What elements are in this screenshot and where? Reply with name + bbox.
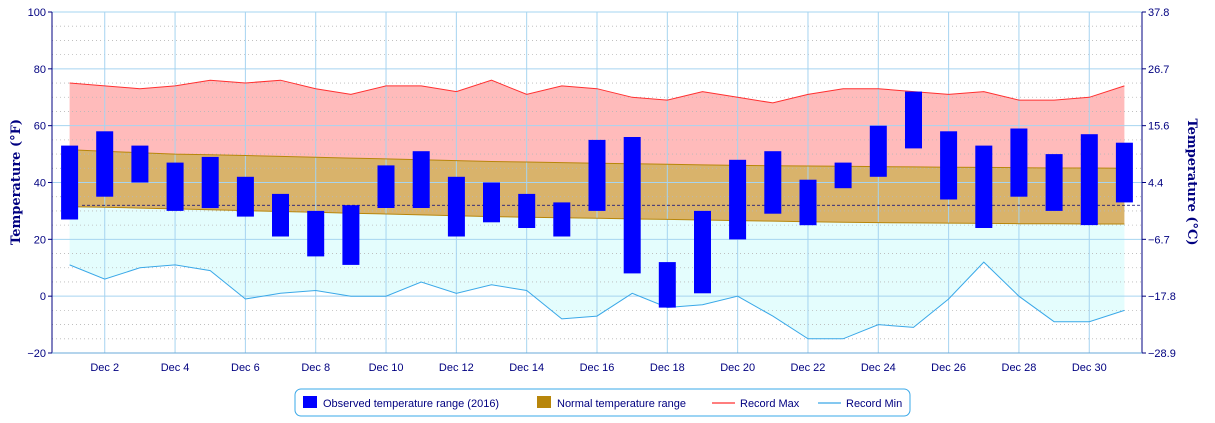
observed-bar bbox=[61, 145, 79, 220]
y-axis-title-right: Temperature (°C) bbox=[1184, 118, 1199, 245]
x-tick-label: Dec 14 bbox=[509, 362, 544, 374]
x-tick-label: Dec 16 bbox=[580, 362, 615, 374]
observed-bar bbox=[1115, 142, 1133, 203]
observed-bar bbox=[729, 159, 747, 240]
y-tick-label-left: 20 bbox=[34, 234, 46, 246]
observed-bar bbox=[377, 165, 395, 208]
observed-bar bbox=[1010, 128, 1028, 197]
observed-bar bbox=[588, 139, 606, 211]
observed-bar bbox=[201, 156, 219, 209]
observed-bar bbox=[447, 176, 465, 237]
observed-bar bbox=[131, 145, 149, 183]
observed-bars bbox=[61, 91, 1133, 308]
legend-swatch-normal bbox=[537, 396, 551, 408]
observed-bar bbox=[905, 91, 922, 149]
observed-bar bbox=[236, 176, 254, 217]
axes bbox=[48, 11, 1146, 354]
observed-bar bbox=[518, 193, 536, 228]
y-tick-label-left: 40 bbox=[34, 178, 46, 190]
legend-box bbox=[294, 388, 911, 417]
observed-bar bbox=[764, 151, 782, 214]
y-tick-label-left: 60 bbox=[34, 121, 46, 133]
x-tick-label: Dec 20 bbox=[720, 362, 755, 374]
observed-bar bbox=[869, 125, 887, 177]
x-tick-labels: Dec 2 Dec 4 Dec 6 Dec 8 Dec 10 Dec 12 Dec 14 De… bbox=[90, 362, 1106, 374]
observed-bar bbox=[307, 210, 325, 257]
y-tick-label-left: 80 bbox=[34, 64, 46, 76]
record-max-line bbox=[69, 79, 1125, 104]
x-tick-label: Dec 12 bbox=[439, 362, 474, 374]
y-tick-label-left: −20 bbox=[27, 348, 46, 360]
x-tick-label: Dec 4 bbox=[161, 362, 190, 374]
observed-bar bbox=[834, 162, 852, 189]
legend-swatch-observed bbox=[303, 396, 317, 408]
observed-bar bbox=[658, 262, 676, 308]
observed-bar bbox=[940, 131, 958, 200]
x-tick-label: Dec 18 bbox=[650, 362, 685, 374]
y-tick-label-left: 0 bbox=[40, 291, 46, 303]
x-tick-label: Dec 28 bbox=[1002, 362, 1037, 374]
x-tick-label: Dec 22 bbox=[791, 362, 826, 374]
legend: Observed temperature range (2016) Normal… bbox=[294, 388, 911, 417]
observed-bar bbox=[96, 131, 114, 197]
legend-label-normal: Normal temperature range bbox=[557, 398, 686, 410]
x-tick-label: Dec 30 bbox=[1072, 362, 1107, 374]
observed-bar bbox=[694, 210, 711, 294]
observed-bar bbox=[623, 137, 641, 274]
y-tick-label-right: 4.4 bbox=[1148, 178, 1163, 190]
observed-bar bbox=[553, 202, 571, 237]
record-min-line bbox=[69, 261, 1125, 340]
x-tick-label: Dec 2 bbox=[90, 362, 119, 374]
y-tick-label-right: 15.6 bbox=[1148, 121, 1169, 133]
legend-item-normal[interactable]: Normal temperature range bbox=[537, 396, 686, 410]
x-tick-label: Dec 6 bbox=[231, 362, 260, 374]
observed-bar bbox=[483, 182, 500, 223]
observed-bar bbox=[342, 205, 360, 265]
y-tick-label-right: −17.8 bbox=[1148, 291, 1176, 303]
y-axis-title-left: Temperature (°F) bbox=[9, 119, 24, 245]
y-tick-labels: 100 80 60 40 20 0 −20 37.8 26.7 15.6 4.4 −6.7 −17.8 −… bbox=[27, 7, 1176, 360]
x-tick-label: Dec 8 bbox=[301, 362, 330, 374]
observed-bar bbox=[272, 193, 289, 237]
legend-item-record-min[interactable]: Record Min bbox=[818, 398, 902, 410]
observed-bar bbox=[166, 162, 184, 211]
observed-bar bbox=[412, 151, 430, 208]
x-tick-label: Dec 24 bbox=[861, 362, 896, 374]
legend-label-record-min: Record Min bbox=[846, 398, 902, 410]
observed-bar bbox=[1080, 134, 1098, 226]
x-tick-label: Dec 26 bbox=[931, 362, 966, 374]
observed-bar bbox=[975, 145, 993, 228]
y-tick-label-left: 100 bbox=[28, 7, 46, 19]
x-tick-label: Dec 10 bbox=[369, 362, 404, 374]
y-tick-label-right: −28.9 bbox=[1148, 348, 1176, 360]
observed-bar bbox=[1045, 154, 1063, 211]
y-tick-label-right: 37.8 bbox=[1148, 7, 1169, 19]
observed-bar bbox=[799, 179, 817, 226]
legend-item-record-max[interactable]: Record Max bbox=[712, 398, 800, 410]
legend-item-observed[interactable]: Observed temperature range (2016) bbox=[303, 396, 499, 410]
y-tick-label-right: 26.7 bbox=[1148, 64, 1169, 76]
legend-label-observed: Observed temperature range (2016) bbox=[323, 398, 499, 410]
legend-label-record-max: Record Max bbox=[740, 398, 800, 410]
y-tick-label-right: −6.7 bbox=[1148, 234, 1170, 246]
